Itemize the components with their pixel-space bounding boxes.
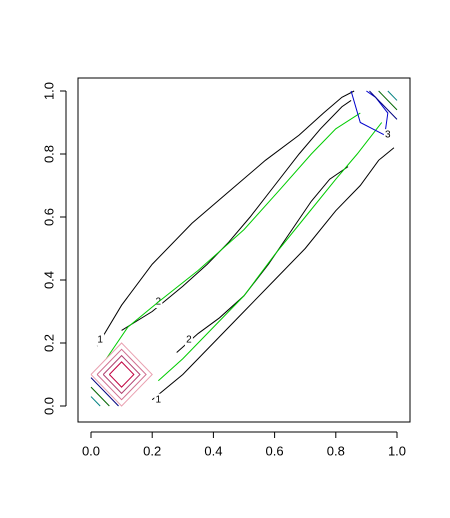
contour-line xyxy=(96,348,147,401)
y-tick-label: 0.4 xyxy=(41,271,56,289)
contour-line xyxy=(102,354,141,395)
contour-line xyxy=(90,386,110,407)
contour-line xyxy=(121,100,352,331)
x-tick-label: 1.0 xyxy=(388,443,406,458)
contour-label-bg xyxy=(154,393,163,406)
contour-line xyxy=(109,361,135,388)
contour-line xyxy=(90,396,101,407)
contour-line xyxy=(90,342,153,407)
contour-label: 3 xyxy=(385,130,391,141)
contour-label-bg xyxy=(184,333,193,346)
contour-label: 2 xyxy=(186,334,192,345)
contour-line xyxy=(176,166,349,353)
x-tick-label: 0.6 xyxy=(266,443,284,458)
contour-line xyxy=(350,90,389,136)
contour-line xyxy=(90,377,119,407)
contour-line xyxy=(105,112,361,360)
contour-label-bg xyxy=(383,129,392,142)
y-tick-label: 0.6 xyxy=(41,208,56,226)
y-tick-label: 0.8 xyxy=(41,145,56,163)
y-tick-label: 1.0 xyxy=(41,82,56,100)
contour-label: 1 xyxy=(97,334,103,345)
contour-label-bg xyxy=(96,333,105,346)
contour-line xyxy=(157,122,383,382)
contour-line xyxy=(369,90,398,120)
contour-line xyxy=(387,90,398,101)
y-tick-label: 0.2 xyxy=(41,334,56,352)
contour-line xyxy=(151,147,395,401)
contour-label: 1 xyxy=(156,394,162,405)
x-tick-label: 0.8 xyxy=(327,443,345,458)
plot-frame xyxy=(77,77,411,423)
x-tick-label: 0.2 xyxy=(143,443,161,458)
contour-line xyxy=(96,90,355,347)
x-tick-label: 0.0 xyxy=(82,443,100,458)
y-tick-label: 0.0 xyxy=(41,397,56,415)
x-tick-label: 0.4 xyxy=(204,443,222,458)
contour-line xyxy=(378,90,398,111)
